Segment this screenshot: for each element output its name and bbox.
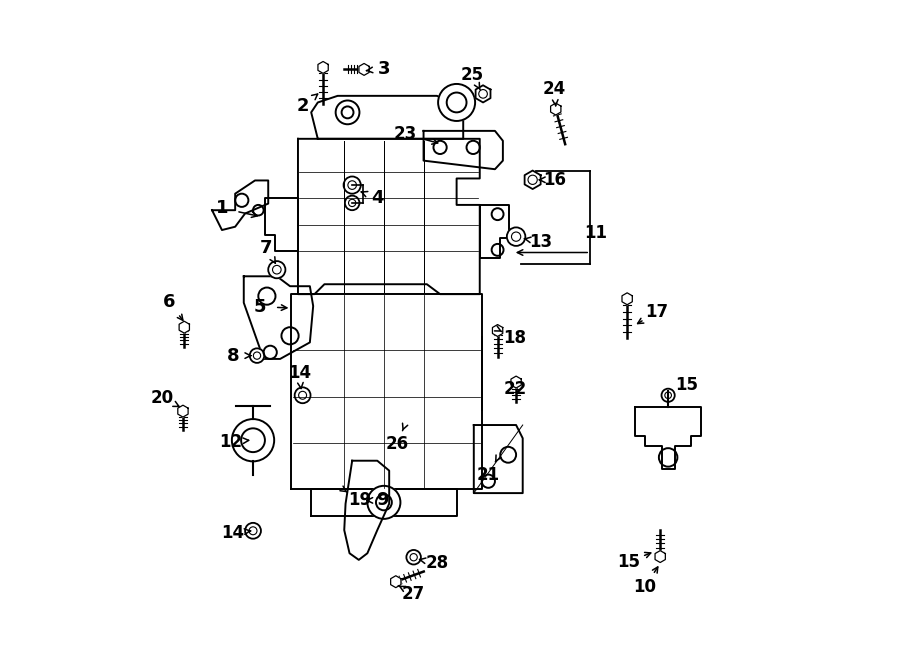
Text: 14: 14 xyxy=(221,524,245,542)
Polygon shape xyxy=(473,425,523,493)
Polygon shape xyxy=(292,294,482,489)
Circle shape xyxy=(438,84,475,121)
Text: 17: 17 xyxy=(645,303,669,321)
Polygon shape xyxy=(635,407,701,469)
Circle shape xyxy=(268,261,285,278)
Text: 16: 16 xyxy=(543,171,566,189)
Polygon shape xyxy=(318,61,328,73)
Polygon shape xyxy=(480,205,509,258)
Text: 12: 12 xyxy=(219,432,242,451)
Text: 15: 15 xyxy=(617,553,640,571)
Polygon shape xyxy=(492,325,503,336)
Text: 7: 7 xyxy=(260,239,273,257)
Polygon shape xyxy=(311,489,456,516)
Circle shape xyxy=(407,550,421,564)
Polygon shape xyxy=(344,461,389,560)
Text: 3: 3 xyxy=(378,59,391,78)
Circle shape xyxy=(232,419,274,461)
Text: 4: 4 xyxy=(371,189,383,208)
Polygon shape xyxy=(265,198,298,251)
Text: 24: 24 xyxy=(543,79,566,98)
Text: 26: 26 xyxy=(385,435,409,453)
Polygon shape xyxy=(298,139,480,294)
Polygon shape xyxy=(212,180,268,230)
Circle shape xyxy=(662,389,675,402)
Text: 10: 10 xyxy=(634,578,656,596)
Polygon shape xyxy=(511,376,521,388)
Text: 5: 5 xyxy=(254,297,266,316)
Circle shape xyxy=(344,176,361,194)
Text: 6: 6 xyxy=(163,293,176,311)
Text: 20: 20 xyxy=(151,389,174,407)
Polygon shape xyxy=(359,63,369,75)
Polygon shape xyxy=(178,405,188,417)
Text: 27: 27 xyxy=(402,584,426,603)
Polygon shape xyxy=(311,96,464,139)
Text: 11: 11 xyxy=(584,223,607,242)
Text: 19: 19 xyxy=(348,491,371,510)
Circle shape xyxy=(336,100,359,124)
Text: 21: 21 xyxy=(477,465,500,484)
Circle shape xyxy=(345,196,359,210)
Text: 28: 28 xyxy=(425,554,448,572)
Text: 22: 22 xyxy=(503,379,526,398)
Text: 2: 2 xyxy=(297,97,310,115)
Polygon shape xyxy=(244,276,313,359)
Polygon shape xyxy=(475,85,491,102)
Polygon shape xyxy=(655,551,665,563)
Polygon shape xyxy=(424,131,503,169)
Circle shape xyxy=(245,523,261,539)
Text: 15: 15 xyxy=(675,375,698,394)
Polygon shape xyxy=(622,293,633,305)
Polygon shape xyxy=(551,103,561,115)
Circle shape xyxy=(294,387,310,403)
Text: 25: 25 xyxy=(460,65,483,84)
Text: 18: 18 xyxy=(503,329,526,348)
Text: 1: 1 xyxy=(216,199,229,217)
Text: 9: 9 xyxy=(375,491,388,510)
Circle shape xyxy=(249,348,265,363)
Circle shape xyxy=(367,486,400,519)
Polygon shape xyxy=(179,321,189,333)
Polygon shape xyxy=(525,171,541,189)
Circle shape xyxy=(507,227,526,246)
Text: 13: 13 xyxy=(530,233,553,251)
Text: 8: 8 xyxy=(227,346,239,365)
Text: 23: 23 xyxy=(393,125,417,143)
Polygon shape xyxy=(391,576,401,588)
Text: 14: 14 xyxy=(288,364,310,383)
